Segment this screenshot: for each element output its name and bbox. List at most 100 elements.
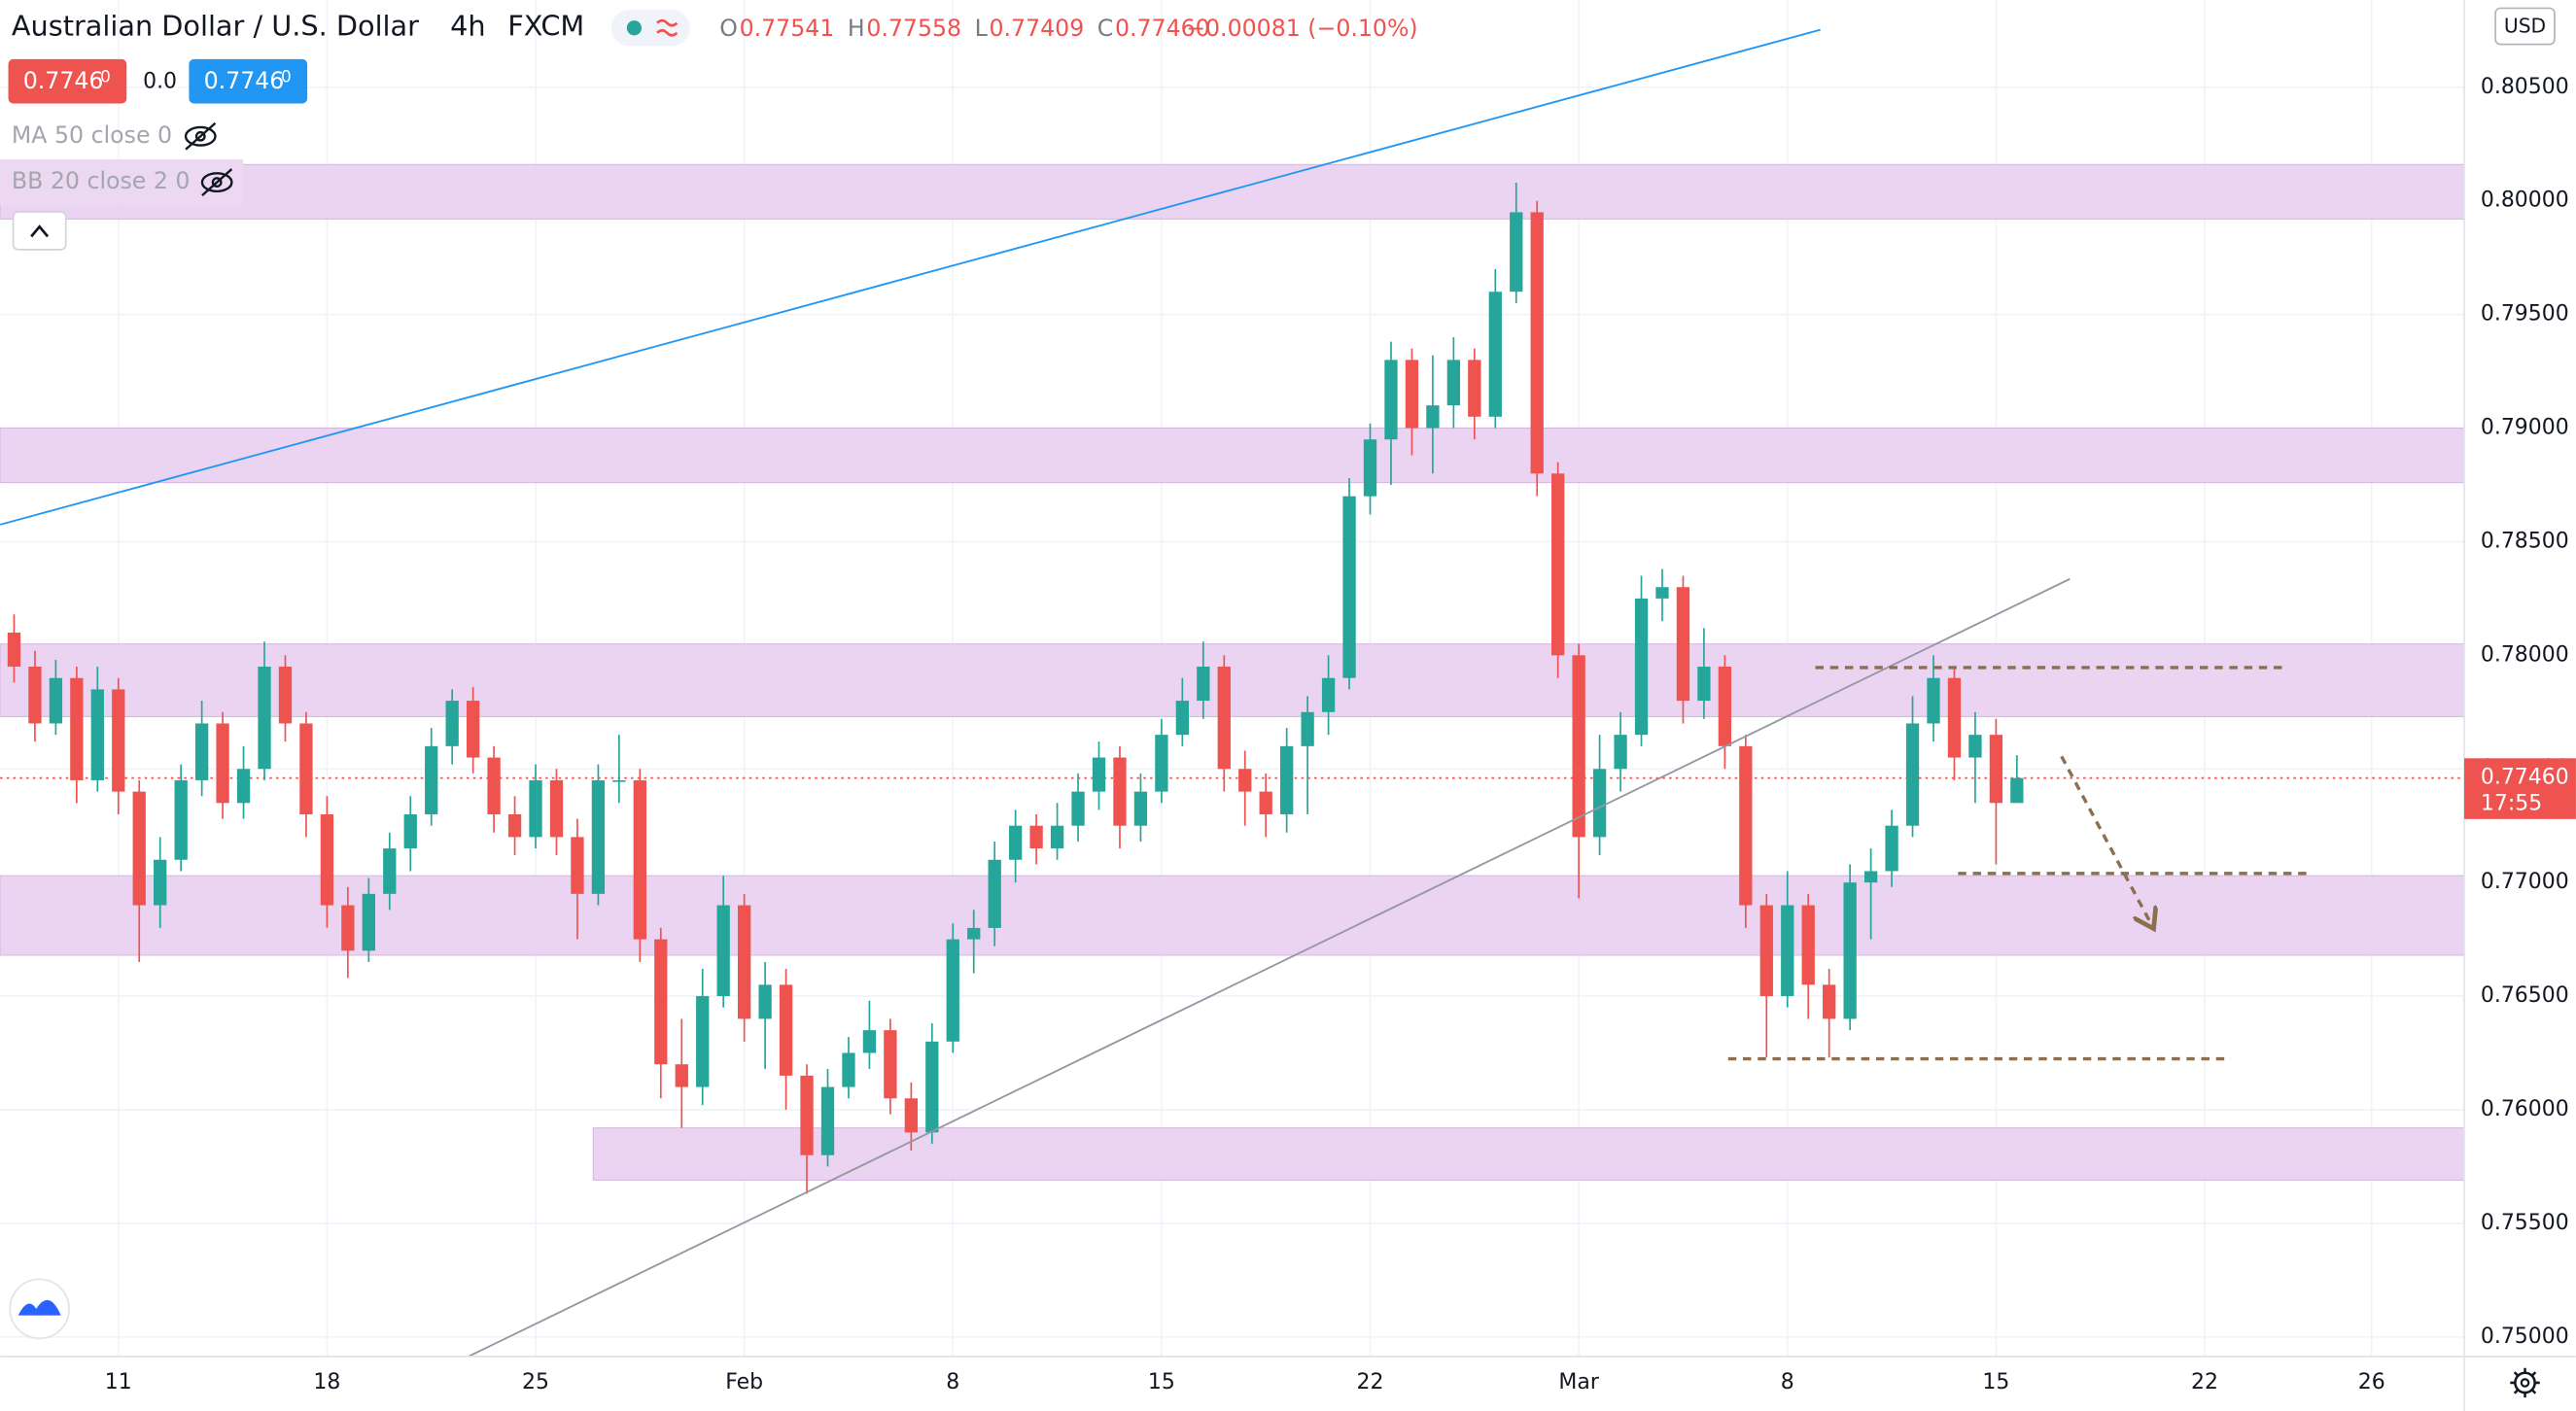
change: −0.00081 (−0.10%) xyxy=(1186,15,1417,42)
candle-body xyxy=(383,848,397,894)
y-tick-label: 0.78000 xyxy=(2481,642,2569,667)
candle-body xyxy=(154,859,167,906)
currency: USD xyxy=(2504,14,2546,37)
candle-body xyxy=(946,939,959,1042)
candle-body xyxy=(1801,905,1815,985)
x-tick-label: 22 xyxy=(2191,1370,2218,1394)
candle-body xyxy=(1759,905,1773,997)
candle-body xyxy=(1488,292,1502,417)
candle-body xyxy=(1510,212,1523,293)
candle-body xyxy=(1050,825,1064,849)
candle-body xyxy=(403,814,417,849)
candle-body xyxy=(425,745,438,815)
x-tick-label: 15 xyxy=(1148,1370,1175,1394)
x-tick-label: 22 xyxy=(1357,1370,1384,1394)
candle-body xyxy=(1446,360,1461,406)
source: FXCM xyxy=(507,10,584,43)
candle-body xyxy=(1823,984,1836,1019)
candle-body xyxy=(278,667,293,724)
candle-body xyxy=(1676,587,1690,702)
candle-body xyxy=(1405,360,1419,429)
candle-body xyxy=(1468,360,1481,417)
candle-body xyxy=(1197,667,1210,702)
x-tick-label: 11 xyxy=(105,1370,132,1394)
candle-body xyxy=(1426,405,1440,429)
candle-body xyxy=(1739,745,1753,906)
delay-icon xyxy=(656,18,679,37)
candle-body xyxy=(1133,791,1148,826)
ohlc-legend: O 0.77541 H 0.77558 L 0.77409 C 0.77460 xyxy=(719,15,1209,42)
zone xyxy=(592,1127,2465,1181)
candle-body xyxy=(258,667,271,770)
price-axis-panel xyxy=(2464,0,2576,1411)
hide-icon[interactable] xyxy=(184,121,217,151)
candle-body xyxy=(1905,723,1920,826)
candle-body xyxy=(1927,677,1940,724)
candle-body xyxy=(90,689,104,780)
candle-body xyxy=(1572,655,1585,838)
candle-body xyxy=(633,779,646,940)
ohlc-value: 0.77409 xyxy=(989,15,1084,42)
collapse-button[interactable] xyxy=(12,211,67,251)
candle-body xyxy=(1634,598,1649,736)
candle-body xyxy=(487,757,501,815)
y-tick-label: 0.78500 xyxy=(2481,529,2569,553)
candle-body xyxy=(1363,439,1377,497)
zone xyxy=(0,875,2465,956)
candle-body xyxy=(696,996,710,1087)
price-tag-label: 0.77460 xyxy=(2481,766,2569,790)
indicator-ma: MA 50 close 0 xyxy=(12,121,172,149)
y-tick-label: 0.77000 xyxy=(2481,870,2569,894)
candle-body xyxy=(174,779,188,860)
ohlc-value: 0.77558 xyxy=(866,15,961,42)
market-open-dot xyxy=(626,20,643,36)
status-pill[interactable] xyxy=(610,10,690,47)
zone xyxy=(0,163,2465,220)
candle-body xyxy=(884,1030,897,1099)
currency-box[interactable] xyxy=(2494,7,2556,46)
candle-body xyxy=(236,769,251,804)
hide-icon[interactable] xyxy=(200,168,233,196)
candle-body xyxy=(320,814,334,906)
candle-body xyxy=(1885,825,1898,872)
y-tick-label: 0.80500 xyxy=(2481,75,2569,99)
y-tick-label: 0.75500 xyxy=(2481,1211,2569,1235)
y-tick-label: 0.76500 xyxy=(2481,983,2569,1008)
settings-icon[interactable] xyxy=(2510,1367,2540,1398)
buy-button[interactable] xyxy=(189,58,308,104)
arrow xyxy=(2060,755,2152,925)
candle-body xyxy=(716,905,730,997)
candle-body xyxy=(299,723,313,815)
interval: 4h xyxy=(450,10,485,43)
spread: 0.0 xyxy=(143,69,177,93)
candle-body xyxy=(571,837,584,894)
zone xyxy=(0,428,2465,484)
candle-body xyxy=(466,701,480,758)
candle-body xyxy=(112,689,125,792)
sell-button[interactable] xyxy=(8,58,127,104)
candle-body xyxy=(1342,496,1356,678)
x-tick-label: 15 xyxy=(1982,1370,2009,1394)
candle-body xyxy=(591,779,606,894)
sell-price: 0.7746 xyxy=(23,67,104,94)
buy-pip: 0 xyxy=(281,66,292,86)
candle-body xyxy=(1614,735,1627,770)
ohlc-label: H xyxy=(848,15,865,42)
candle-body xyxy=(1530,212,1544,474)
y-tick-label: 0.79000 xyxy=(2481,416,2569,440)
candle-body xyxy=(549,779,564,838)
candle-body xyxy=(1155,735,1168,792)
collapse-icon xyxy=(30,224,50,238)
price-tag xyxy=(2464,758,2576,819)
zone xyxy=(0,643,2465,717)
candle-body xyxy=(1301,711,1314,746)
candle-body xyxy=(2010,777,2024,804)
candle-body xyxy=(1968,735,1982,758)
candle-body xyxy=(1321,677,1336,712)
candle-body xyxy=(1718,667,1732,746)
candle-body xyxy=(1259,791,1272,815)
time-axis-panel xyxy=(0,1356,2576,1411)
